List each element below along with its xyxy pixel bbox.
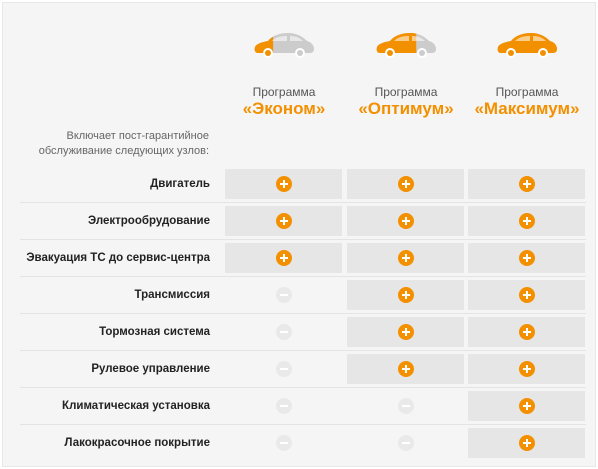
intro-line: обслуживание следующих узлов: bbox=[38, 145, 209, 157]
feature-row: Рулевое управление bbox=[20, 354, 586, 384]
plan-prefix: Программа bbox=[495, 85, 559, 99]
plus-circle-icon bbox=[518, 176, 535, 192]
included-cell bbox=[225, 206, 342, 236]
included-cell bbox=[468, 317, 585, 347]
included-cell bbox=[347, 354, 464, 384]
row-divider bbox=[20, 350, 586, 351]
excluded-cell bbox=[225, 280, 342, 310]
plus-circle-icon bbox=[397, 250, 414, 266]
row-divider bbox=[20, 276, 586, 277]
plus-circle-icon bbox=[518, 435, 535, 451]
car-icon bbox=[376, 33, 436, 58]
excluded-cell bbox=[347, 428, 464, 458]
included-cell bbox=[468, 354, 585, 384]
feature-label: Эвакуация ТС до сервис-центра bbox=[26, 252, 210, 264]
plus-circle-icon bbox=[518, 287, 535, 303]
feature-label: Трансмиссия bbox=[134, 289, 211, 301]
plan-name-maximum: «Максимум» bbox=[474, 99, 580, 118]
minus-circle-icon bbox=[397, 398, 414, 414]
plan-header-econom: Программа «Эконом» bbox=[214, 30, 354, 119]
row-divider bbox=[20, 424, 586, 425]
included-cell bbox=[347, 317, 464, 347]
plus-circle-icon bbox=[518, 250, 535, 266]
feature-row: Трансмиссия bbox=[20, 280, 586, 310]
included-cell bbox=[468, 206, 585, 236]
plan-header-optimum: Программа «Оптимум» bbox=[336, 30, 476, 119]
plus-circle-icon bbox=[397, 176, 414, 192]
row-divider bbox=[20, 202, 586, 203]
excluded-cell bbox=[225, 354, 342, 384]
plan-name-econom: «Эконом» bbox=[242, 99, 326, 118]
feature-row: Лакокрасочное покрытие bbox=[20, 428, 586, 458]
included-cell bbox=[347, 243, 464, 273]
row-divider bbox=[20, 387, 586, 388]
minus-circle-icon bbox=[397, 435, 414, 451]
feature-label: Электрообрудование bbox=[87, 215, 210, 227]
included-cell bbox=[468, 391, 585, 421]
minus-circle-icon bbox=[275, 324, 292, 340]
plus-circle-icon bbox=[275, 250, 292, 266]
intro-line: Включает пост-гарантийное bbox=[66, 130, 209, 142]
plus-circle-icon bbox=[397, 324, 414, 340]
row-divider bbox=[20, 239, 586, 240]
minus-circle-icon bbox=[275, 361, 292, 377]
plus-circle-icon bbox=[397, 213, 414, 229]
plan-name-optimum: «Оптимум» bbox=[358, 99, 454, 118]
included-cell bbox=[468, 243, 585, 273]
feature-row: Эвакуация ТС до сервис-центра bbox=[20, 243, 586, 273]
plus-circle-icon bbox=[518, 213, 535, 229]
feature-label: Рулевое управление bbox=[91, 363, 210, 375]
feature-label: Тормозная система bbox=[99, 326, 210, 338]
plan-prefix: Программа bbox=[374, 85, 438, 99]
plus-circle-icon bbox=[518, 398, 535, 414]
car-icon bbox=[254, 33, 314, 58]
minus-circle-icon bbox=[275, 435, 292, 451]
included-cell bbox=[347, 169, 464, 199]
included-cell bbox=[468, 169, 585, 199]
minus-circle-icon bbox=[275, 287, 292, 303]
car-icon bbox=[497, 33, 557, 58]
included-cell bbox=[347, 206, 464, 236]
excluded-cell bbox=[225, 391, 342, 421]
included-cell bbox=[225, 169, 342, 199]
plan-header-maximum: Программа «Максимум» bbox=[457, 30, 597, 119]
feature-label: Климатическая установка bbox=[62, 400, 210, 412]
minus-circle-icon bbox=[275, 398, 292, 414]
feature-row: Электрообрудование bbox=[20, 206, 586, 236]
feature-row: Двигатель bbox=[20, 169, 586, 199]
excluded-cell bbox=[225, 428, 342, 458]
excluded-cell bbox=[225, 317, 342, 347]
plus-circle-icon bbox=[275, 176, 292, 192]
plus-circle-icon bbox=[518, 324, 535, 340]
included-cell bbox=[347, 280, 464, 310]
feature-label: Двигатель bbox=[150, 178, 210, 190]
included-cell bbox=[468, 428, 585, 458]
plus-circle-icon bbox=[518, 361, 535, 377]
included-cell bbox=[468, 280, 585, 310]
feature-row: Тормозная система bbox=[20, 317, 586, 347]
row-divider bbox=[20, 313, 586, 314]
plus-circle-icon bbox=[397, 361, 414, 377]
plus-circle-icon bbox=[275, 213, 292, 229]
plus-circle-icon bbox=[397, 287, 414, 303]
feature-label: Лакокрасочное покрытие bbox=[64, 437, 210, 449]
included-cell bbox=[225, 243, 342, 273]
intro-text: Включает пост-гарантийное обслуживание с… bbox=[20, 129, 209, 159]
plan-prefix: Программа bbox=[252, 85, 316, 99]
feature-row: Климатическая установка bbox=[20, 391, 586, 421]
excluded-cell bbox=[347, 391, 464, 421]
